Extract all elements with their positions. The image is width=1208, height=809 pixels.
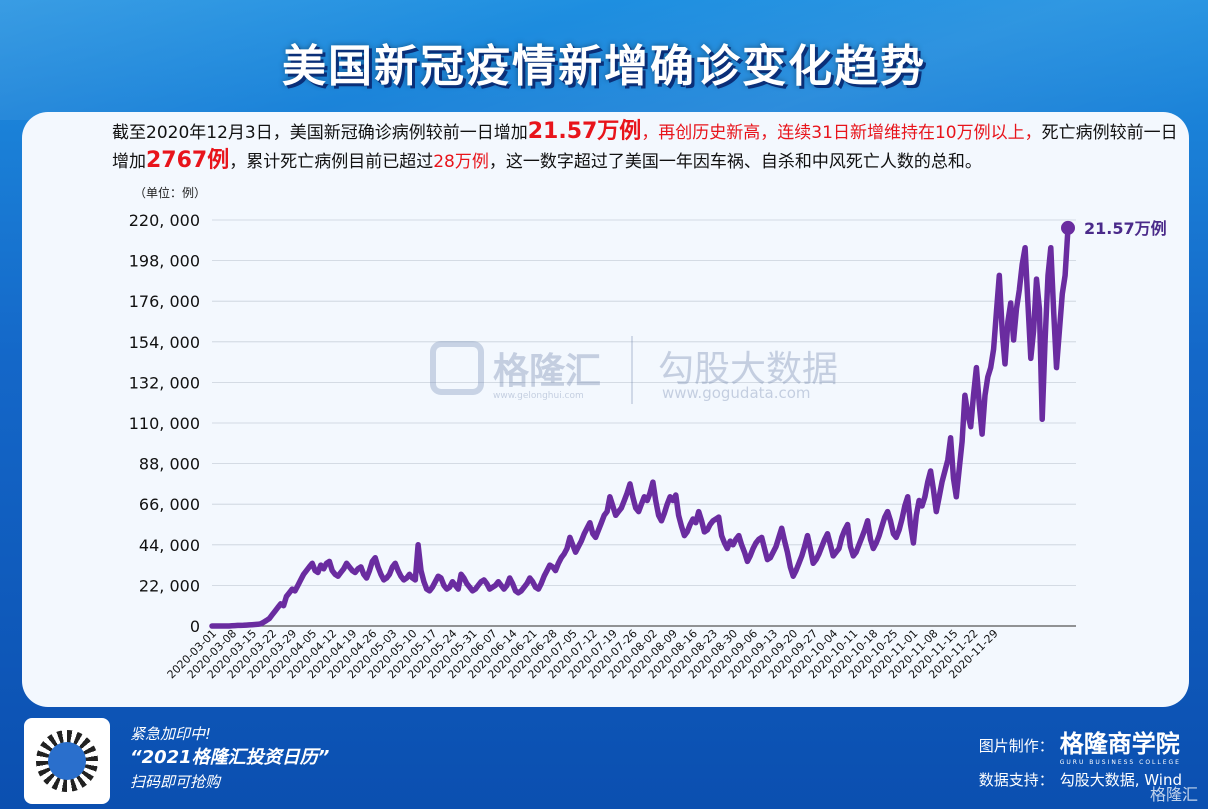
watermark-logo-icon — [430, 341, 484, 395]
y-tick-label: 110, 000 — [129, 414, 200, 433]
y-tick-label: 88, 000 — [139, 455, 200, 474]
y-tick-label: 0 — [190, 617, 200, 636]
intro-part-4: 死亡病例较前一日增加 — [112, 123, 1178, 172]
y-tick-label: 220, 000 — [129, 211, 200, 230]
y-tick-label: 198, 000 — [129, 252, 200, 271]
intro-part-3: ，再创历史新高，连续31日新增维持在10万例以上， — [641, 123, 1042, 143]
data-source-label: 数据支持： — [978, 770, 1054, 789]
latest-point-label: 21.57万例 — [1084, 219, 1167, 238]
made-by-brand-sub: GURU BUSINESS COLLEGE — [1059, 759, 1181, 766]
intro-highlight-cases: 21.57万例 — [527, 119, 642, 144]
watermark-brand-2: 勾股大数据 — [658, 349, 838, 390]
y-tick-label: 22, 000 — [139, 576, 200, 595]
x-tick-labels: 2020-03-012020-03-082020-03-152020-03-22… — [165, 627, 1001, 681]
watermark-brand-1: 格隆汇 — [493, 351, 601, 392]
y-tick-label: 176, 000 — [129, 292, 200, 311]
header-background — [0, 0, 1208, 120]
series-line-new-cases — [209, 225, 1071, 629]
intro-highlight-total: 28万例 — [433, 152, 489, 172]
watermark: 格隆汇 www.gelonghui.com 勾股大数据 www.gogudata… — [430, 336, 838, 404]
promo-line-2: “2021格隆汇投资日历” — [130, 747, 330, 768]
made-by-brand-wrap: 格隆商学院 GURU BUSINESS COLLEGE — [1060, 724, 1181, 766]
y-tick-label: 154, 000 — [129, 333, 200, 352]
intro-part-6: ，累计死亡病例目前已超过 — [229, 152, 434, 172]
promo-line-1: 紧急加印中! — [130, 725, 212, 743]
made-by-brand: 格隆商学院 — [1059, 730, 1180, 758]
corner-logo: 格隆汇 — [1149, 785, 1198, 804]
page-title: 美国新冠疫情新增确诊变化趋势 — [282, 41, 926, 92]
intro-highlight-deaths: 2767例 — [146, 148, 230, 173]
qr-center-logo — [48, 742, 86, 780]
y-tick-labels: 0 22, 000 44, 000 66, 000 88, 000 110, 000 132… — [129, 211, 200, 636]
promo-block: 紧急加印中! “2021格隆汇投资日历” 扫码即可抢购 — [130, 722, 329, 794]
y-tick-label: 132, 000 — [129, 373, 200, 392]
latest-point — [1061, 220, 1075, 235]
qr-code[interactable] — [24, 718, 110, 804]
intro-part-1: 截至2020年12月3日，美国新冠确诊病例较前一日增加 — [112, 123, 528, 143]
intro-text: 截至2020年12月3日，美国新冠确诊病例较前一日增加21.57万例，再创历史新… — [112, 118, 1182, 176]
y-tick-label: 66, 000 — [139, 495, 200, 514]
data-source-row: 数据支持： 勾股大数据, Wind — [979, 762, 1182, 796]
watermark-brand-2-url: www.gogudata.com — [662, 384, 811, 402]
made-by-row: 图片制作： 格隆商学院 GURU BUSINESS COLLEGE — [978, 728, 1182, 766]
chart-grid — [212, 219, 1076, 627]
promo-line-3: 扫码即可抢购 — [130, 773, 221, 791]
y-axis-unit: （单位：例） — [134, 185, 206, 200]
data-source-text: 勾股大数据, Wind — [1059, 770, 1182, 789]
watermark-brand-1-url: www.gelonghui.com — [493, 391, 584, 401]
made-by-label: 图片制作： — [978, 736, 1054, 755]
chart-panel — [22, 112, 1189, 707]
intro-part-8: ，这一数字超过了美国一年因车祸、自杀和中风死亡人数的总和。 — [488, 152, 982, 172]
y-tick-label: 44, 000 — [139, 536, 200, 555]
credits-block: 图片制作： 格隆商学院 GURU BUSINESS COLLEGE 数据支持： … — [979, 728, 1182, 796]
